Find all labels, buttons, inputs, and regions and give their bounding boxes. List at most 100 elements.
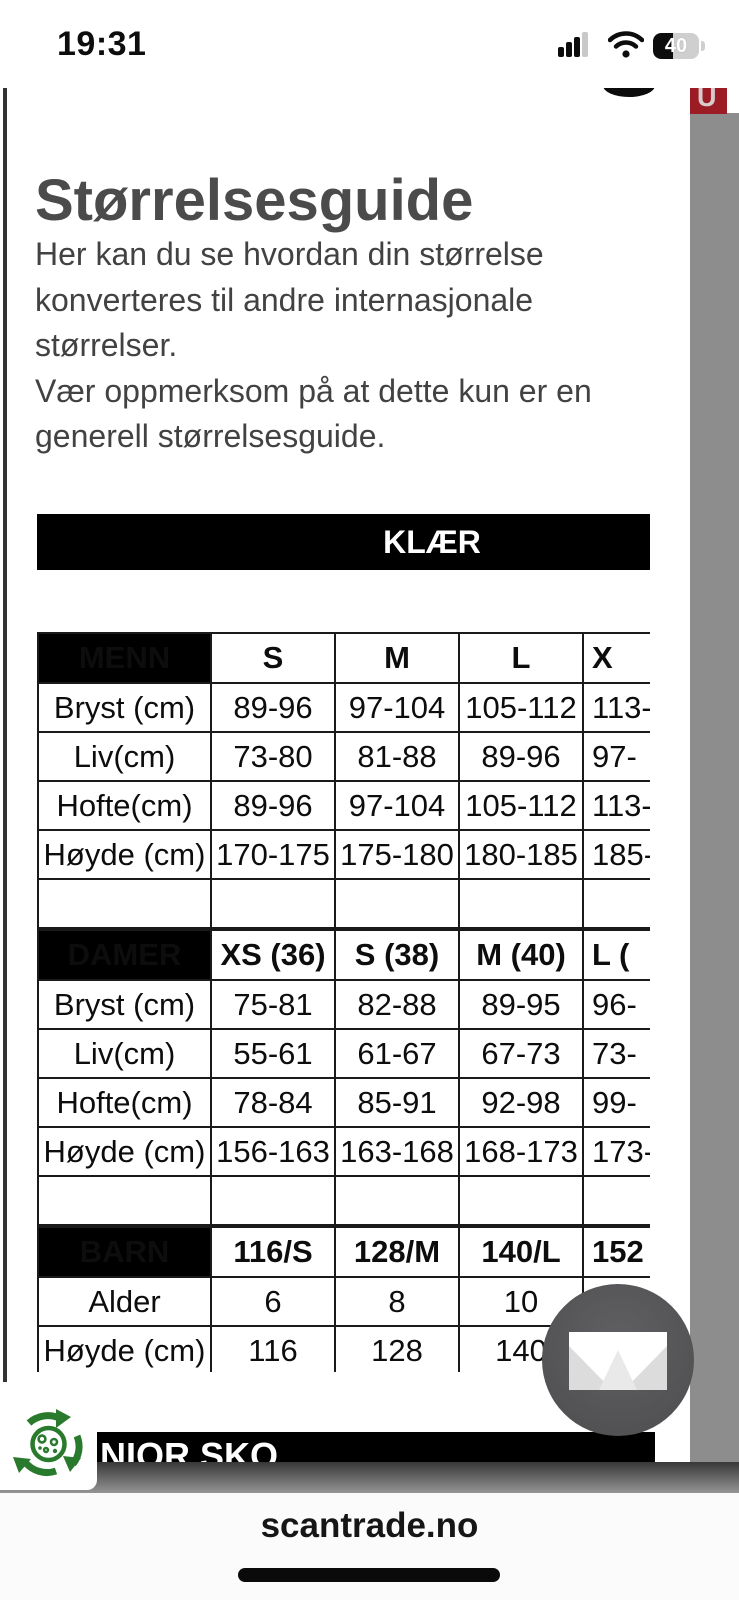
table-cell: 85-91	[334, 1077, 460, 1128]
table-cell: 82-88	[334, 979, 460, 1030]
modal-bottom-shadow	[0, 1462, 739, 1493]
browser-bottom-bar: scantrade.no	[0, 1493, 739, 1600]
row-label: Høyde (cm)	[37, 1126, 212, 1177]
intro-text: Her kan du se hvordan din størrelse konv…	[35, 232, 635, 460]
table-cell: 89-96	[458, 731, 584, 782]
table-row: Bryst (cm) 89-96 97-104 105-112 113-	[37, 682, 650, 733]
table-cell: 180-185	[458, 829, 584, 880]
table-cell: 97-	[582, 731, 650, 782]
size-col-header: XS (36)	[210, 929, 336, 981]
clock: 19:31	[57, 25, 147, 63]
spacer-cell	[210, 878, 336, 929]
spacer-cell	[458, 878, 584, 929]
spacer-row	[37, 1175, 650, 1226]
row-label: Høyde (cm)	[37, 829, 212, 880]
table-gap	[37, 570, 650, 632]
spacer-cell	[334, 1175, 460, 1226]
email-fab-button[interactable]	[542, 1284, 694, 1436]
size-table: KLÆR MENN S M L X Bryst (cm) 89-96 97-104 105-11…	[37, 514, 650, 1372]
table-cell: 175-180	[334, 829, 460, 880]
size-col-header: 140/L	[458, 1226, 584, 1278]
table-cell: 163-168	[334, 1126, 460, 1177]
row-label: Bryst (cm)	[37, 682, 212, 733]
overlay-gray-strip	[690, 113, 739, 1493]
table-cell: 185-	[582, 829, 650, 880]
table-row: Høyde (cm) 156-163 163-168 168-173 173-	[37, 1126, 650, 1177]
wifi-icon	[608, 31, 644, 58]
size-col-header: 152	[582, 1226, 650, 1278]
cookie-icon	[13, 1409, 83, 1477]
section-header-barn: BARN	[37, 1226, 212, 1278]
page-title: Størrelsesguide	[35, 167, 474, 233]
status-bar: 19:31 40	[0, 0, 739, 88]
table-cell: 89-95	[458, 979, 584, 1030]
table-cell: 99-	[582, 1077, 650, 1128]
size-col-header: S (38)	[334, 929, 460, 981]
table-row: Bryst (cm) 75-81 82-88 89-95 96-	[37, 979, 650, 1030]
row-label: Hofte(cm)	[37, 780, 212, 831]
table-cell: 78-84	[210, 1077, 336, 1128]
table-cell: 105-112	[458, 682, 584, 733]
cellular-signal-icon	[558, 32, 590, 57]
address-bar[interactable]: scantrade.no	[260, 1506, 479, 1545]
size-col-header: M (40)	[458, 929, 584, 981]
table-row: Hofte(cm) 78-84 85-91 92-98 99-	[37, 1077, 650, 1128]
table-cell: 89-96	[210, 682, 336, 733]
section-header-menn: MENN	[37, 632, 212, 684]
spacer-cell	[334, 878, 460, 929]
row-label: Bryst (cm)	[37, 979, 212, 1030]
table-banner-klaer: KLÆR	[37, 514, 650, 570]
size-col-header: 116/S	[210, 1226, 336, 1278]
note-paragraph: Vær oppmerksom på at dette kun er en gen…	[35, 372, 592, 455]
size-col-header: L (	[582, 929, 650, 981]
spacer-cell	[582, 878, 650, 929]
size-col-header: 128/M	[334, 1226, 460, 1278]
table-cell: 6	[210, 1276, 336, 1327]
spacer-cell	[37, 878, 212, 929]
row-label: Liv(cm)	[37, 1028, 212, 1079]
envelope-icon	[569, 1332, 667, 1390]
size-col-header: X	[582, 632, 650, 684]
table-row: Liv(cm) 55-61 61-67 67-73 73-	[37, 1028, 650, 1079]
table-cell: 156-163	[210, 1126, 336, 1177]
table-cell: 113-	[582, 682, 650, 733]
site-logo-fragment: U	[690, 88, 727, 114]
spacer-cell	[582, 1175, 650, 1226]
site-logo-letter: U	[697, 88, 717, 112]
table-cell: 73-	[582, 1028, 650, 1079]
spacer-cell	[37, 1175, 212, 1226]
table-cell: 170-175	[210, 829, 336, 880]
table-cell: 116	[210, 1325, 336, 1372]
section-header-damer: DAMER	[37, 929, 212, 981]
home-indicator[interactable]	[238, 1568, 500, 1582]
table-cell: 73-80	[210, 731, 336, 782]
table-cell: 128	[334, 1325, 460, 1372]
intro-paragraph: Her kan du se hvordan din størrelse konv…	[35, 236, 544, 363]
table-row: Høyde (cm) 170-175 175-180 180-185 185-	[37, 829, 650, 880]
row-label: Liv(cm)	[37, 731, 212, 782]
size-col-header: M	[334, 632, 460, 684]
spacer-cell	[210, 1175, 336, 1226]
table-cell: 81-88	[334, 731, 460, 782]
row-label: Hofte(cm)	[37, 1077, 212, 1128]
table-cell: 97-104	[334, 780, 460, 831]
size-col-header: L	[458, 632, 584, 684]
size-col-header: S	[210, 632, 336, 684]
battery-icon: 40	[653, 33, 699, 59]
table-cell: 96-	[582, 979, 650, 1030]
row-label: Alder	[37, 1276, 212, 1327]
table-cell: 92-98	[458, 1077, 584, 1128]
table-cell: 168-173	[458, 1126, 584, 1177]
table-row: Hofte(cm) 89-96 97-104 105-112 113-	[37, 780, 650, 831]
row-label: Høyde (cm)	[37, 1325, 212, 1372]
table-cell: 55-61	[210, 1028, 336, 1079]
battery-cap	[701, 41, 705, 51]
table-cell: 97-104	[334, 682, 460, 733]
spacer-cell	[458, 1175, 584, 1226]
table-cell: 89-96	[210, 780, 336, 831]
table-cell: 67-73	[458, 1028, 584, 1079]
table-cell: 8	[334, 1276, 460, 1327]
cookie-consent-button[interactable]	[0, 1382, 97, 1490]
table-cell: 61-67	[334, 1028, 460, 1079]
underlying-page-left-edge	[3, 88, 7, 1493]
